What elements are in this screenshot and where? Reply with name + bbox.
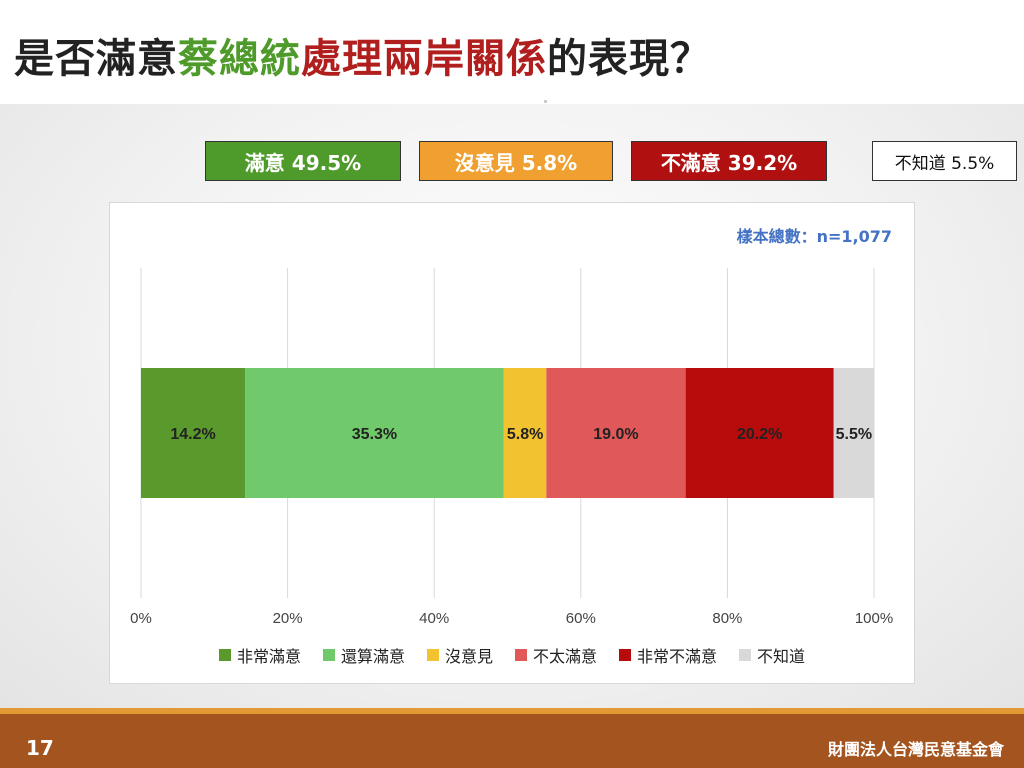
legend-swatch	[218, 649, 231, 661]
chart-legend: 非常滿意 還算滿意 沒意見 不太滿意 非常不滿意 不知道	[110, 643, 914, 667]
sample-size-label: 樣本總數：n=1,077	[736, 227, 892, 246]
bar-segment	[245, 368, 504, 498]
bar-segment	[503, 368, 547, 498]
bar-segment	[546, 368, 686, 498]
legend-swatch	[515, 649, 527, 661]
legend-item: 不知道	[739, 643, 805, 667]
legend-swatch	[426, 649, 439, 661]
legend-swatch	[619, 649, 632, 661]
stray-mark	[544, 100, 547, 103]
summary-dissatisfied-box: 不滿意 39.2%	[631, 141, 827, 181]
title-part1: 是否滿意	[14, 36, 178, 82]
data-label: 5.5%	[836, 426, 872, 443]
legend-swatch	[739, 649, 752, 661]
legend-item: 非常不滿意	[619, 643, 717, 667]
data-label: 35.3%	[352, 426, 397, 443]
title-part2: 蔡總統	[178, 36, 301, 82]
x-tick-label: 100%	[855, 610, 893, 627]
legend-label: 不知道	[757, 647, 806, 666]
legend-label: 還算滿意	[340, 647, 405, 666]
data-label: 20.2%	[737, 426, 782, 443]
legend-label: 非常不滿意	[637, 647, 718, 666]
chart-panel: 樣本總數：n=1,077 0% 20% 40% 60% 80% 100% 14.2% 35.3…	[109, 202, 915, 684]
bar-segment	[141, 368, 246, 498]
organization-name: 財團法人台灣民意基金會	[827, 740, 1004, 759]
legend-item: 沒意見	[426, 643, 493, 667]
legend-item: 非常滿意	[218, 643, 301, 667]
legend-label: 不太滿意	[533, 647, 598, 666]
bar-segment	[685, 368, 834, 498]
x-tick-label: 80%	[712, 610, 742, 627]
legend-label: 非常滿意	[236, 647, 301, 666]
title-part4: 的表現？	[547, 36, 711, 82]
data-label: 5.8%	[507, 426, 543, 443]
title-part3: 處理兩岸關係	[301, 36, 547, 82]
x-tick-label: 0%	[130, 610, 152, 627]
x-tick-label: 60%	[566, 610, 596, 627]
summary-no-opinion-box: 沒意見 5.8%	[419, 141, 613, 181]
summary-dont-know-box: 不知道 5.5%	[872, 141, 1017, 181]
legend-item: 不太滿意	[515, 643, 597, 667]
data-label: 14.2%	[170, 426, 215, 443]
data-label: 19.0%	[593, 426, 638, 443]
stacked-bar-chart: 0% 20% 40% 60% 80% 100% 14.2% 35.3% 5.8% 19.0% 20.…	[130, 268, 893, 627]
legend-item: 還算滿意	[322, 643, 405, 667]
page-title: 是否滿意蔡總統處理兩岸關係的表現？	[14, 26, 711, 84]
summary-satisfied-box: 滿意 49.5%	[205, 141, 401, 181]
legend-label: 沒意見	[444, 647, 493, 666]
legend-swatch	[322, 649, 335, 661]
x-tick-label: 20%	[273, 610, 303, 627]
x-tick-label: 40%	[419, 610, 449, 627]
bar-segment	[833, 368, 874, 498]
page-number: 17	[26, 736, 54, 760]
footer-bar: 17 財團法人台灣民意基金會	[0, 708, 1024, 768]
